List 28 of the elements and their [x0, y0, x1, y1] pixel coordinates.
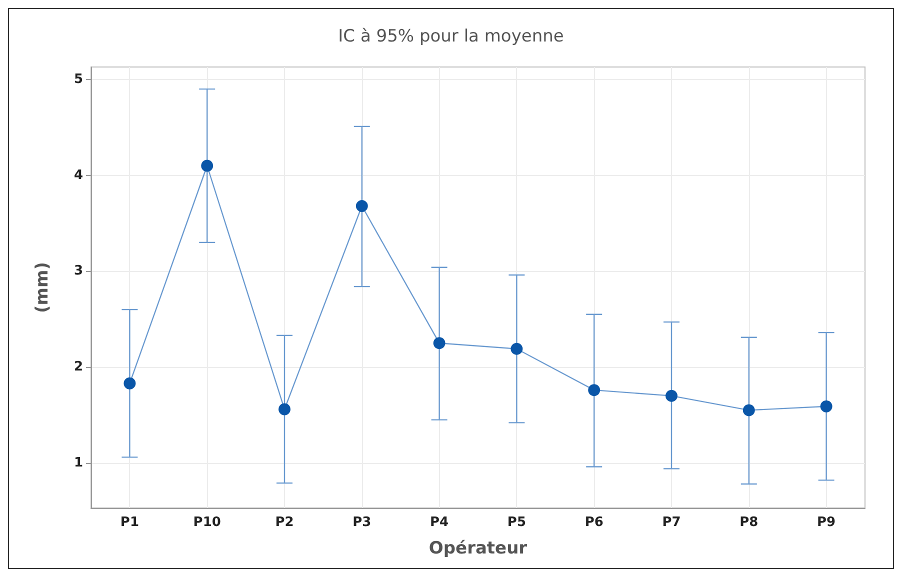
x-tick-label: P4	[430, 515, 449, 530]
point	[666, 390, 678, 402]
x-tick-label: P1	[120, 515, 139, 530]
y-axis-title: (mm)	[32, 262, 52, 313]
point	[356, 200, 368, 212]
x-tick-label: P7	[662, 515, 681, 530]
chart-title: IC à 95% pour la moyenne	[338, 26, 564, 46]
x-axis-title: Opérateur	[428, 538, 528, 558]
y-tick-label: 2	[74, 360, 83, 375]
point	[433, 337, 446, 350]
x-tick-label: P6	[584, 515, 604, 530]
x-tick-label: P3	[352, 515, 372, 530]
x-tick-label: P5	[507, 515, 526, 530]
point	[742, 404, 755, 416]
x-tick-label: P10	[193, 515, 221, 530]
x-tick-label: P8	[740, 515, 758, 530]
point	[124, 377, 136, 390]
x-tick-label: P9	[817, 515, 836, 530]
y-tick-label: 3	[74, 264, 83, 279]
point	[278, 403, 290, 416]
x-tick-label: P2	[275, 515, 294, 530]
point	[201, 160, 214, 172]
point	[588, 384, 600, 396]
y-tick-label: 4	[74, 168, 83, 183]
point	[820, 400, 832, 412]
point	[510, 342, 523, 355]
y-tick-label: 1	[74, 455, 83, 470]
y-tick-label: 5	[74, 72, 83, 87]
